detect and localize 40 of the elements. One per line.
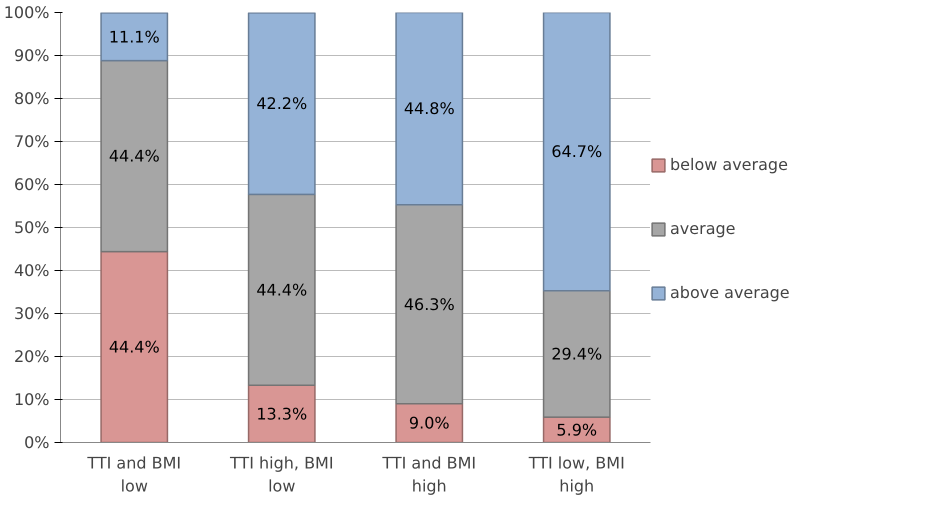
data-label: 29.4% [551, 344, 602, 364]
x-tick-label: TTI and BMI low [86, 454, 182, 496]
bar [395, 204, 464, 405]
bar [542, 290, 611, 418]
legend-label: below average [670, 155, 788, 174]
y-tick-label: 10% [14, 390, 50, 409]
x-tick-label: TTI and BMI high [381, 454, 476, 496]
x-tick-label: TTI low, BMI high [528, 454, 625, 496]
y-tick-label: 50% [14, 218, 50, 237]
bar [248, 12, 316, 196]
bar [248, 384, 316, 442]
data-label: 64.7% [551, 142, 602, 162]
bar [100, 12, 168, 62]
bar [395, 12, 464, 206]
y-tick-label: 40% [14, 261, 50, 280]
y-tick-label: 90% [14, 46, 50, 65]
y-tick-label: 0% [24, 433, 50, 452]
data-label: 44.4% [108, 338, 160, 357]
y-tick-label: 80% [14, 89, 50, 108]
bar [248, 194, 316, 386]
legend-label: above average [670, 283, 790, 302]
legend-label: average [670, 219, 736, 238]
y-tick-label: 70% [14, 132, 50, 151]
data-label: 5.9% [556, 420, 598, 440]
data-label: 13.3% [256, 404, 308, 424]
y-tick-label: 60% [14, 175, 50, 194]
data-label: 44.4% [108, 146, 160, 166]
y-tick-label: 100% [4, 3, 50, 22]
bar [542, 12, 611, 292]
data-label: 9.0% [408, 414, 450, 433]
data-label: 42.2% [256, 94, 308, 114]
y-tick-label: 20% [14, 347, 50, 366]
data-label: 11.1% [108, 27, 160, 46]
bar [100, 250, 168, 442]
data-label: 44.4% [256, 280, 308, 300]
x-tick-label: TTI high, BMI low [228, 454, 334, 496]
data-label: 44.8% [404, 98, 455, 118]
y-tick-label: 30% [14, 304, 50, 323]
bar [100, 60, 168, 252]
data-label: 46.3% [404, 294, 455, 314]
